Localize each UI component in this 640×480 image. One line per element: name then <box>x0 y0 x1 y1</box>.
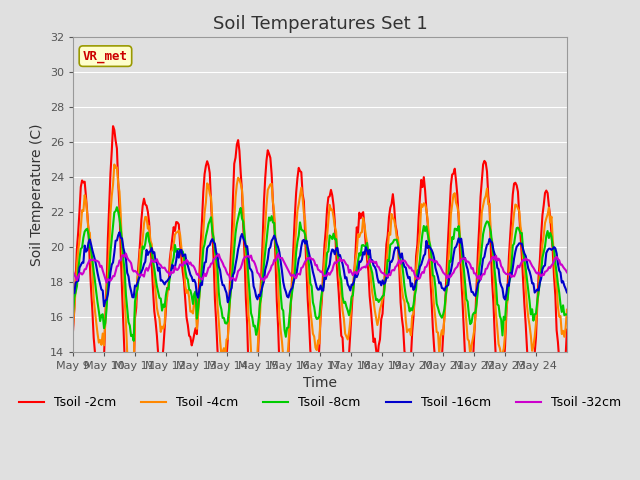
Tsoil -32cm <box>562 267 570 273</box>
Tsoil -4cm <box>497 353 505 359</box>
Tsoil -4cm <box>102 319 109 324</box>
Tsoil -4cm <box>86 230 93 236</box>
Tsoil -2cm <box>126 437 134 443</box>
Line: Tsoil -16cm: Tsoil -16cm <box>73 232 567 306</box>
Tsoil -8cm <box>326 232 333 238</box>
Tsoil -2cm <box>563 327 571 333</box>
Tsoil -2cm <box>86 262 93 268</box>
Tsoil -16cm <box>116 229 124 235</box>
Tsoil -4cm <box>127 383 135 388</box>
Tsoil -32cm <box>326 272 333 277</box>
Tsoil -16cm <box>100 303 108 309</box>
Tsoil -32cm <box>102 276 109 281</box>
Tsoil -2cm <box>497 397 505 403</box>
Line: Tsoil -4cm: Tsoil -4cm <box>73 165 567 385</box>
Tsoil -2cm <box>69 327 77 333</box>
Tsoil -8cm <box>424 231 431 237</box>
Tsoil -32cm <box>424 261 431 266</box>
Legend: Tsoil -2cm, Tsoil -4cm, Tsoil -8cm, Tsoil -16cm, Tsoil -32cm: Tsoil -2cm, Tsoil -4cm, Tsoil -8cm, Tsoi… <box>14 391 626 414</box>
Y-axis label: Soil Temperature (C): Soil Temperature (C) <box>30 123 44 266</box>
Tsoil -32cm <box>563 269 571 275</box>
Tsoil -2cm <box>562 353 570 359</box>
Tsoil -8cm <box>102 320 109 326</box>
Tsoil -4cm <box>111 162 118 168</box>
Tsoil -2cm <box>326 193 333 199</box>
Tsoil -4cm <box>563 307 571 312</box>
Tsoil -16cm <box>69 289 77 295</box>
Tsoil -8cm <box>563 312 571 317</box>
Text: VR_met: VR_met <box>83 49 128 63</box>
X-axis label: Time: Time <box>303 376 337 390</box>
Tsoil -8cm <box>497 317 505 323</box>
Title: Soil Temperatures Set 1: Soil Temperatures Set 1 <box>212 15 428 33</box>
Tsoil -16cm <box>562 286 570 291</box>
Tsoil -8cm <box>69 310 77 316</box>
Tsoil -8cm <box>130 338 138 344</box>
Tsoil -16cm <box>563 289 571 295</box>
Tsoil -4cm <box>69 323 77 328</box>
Line: Tsoil -2cm: Tsoil -2cm <box>73 126 567 440</box>
Tsoil -32cm <box>103 280 111 286</box>
Line: Tsoil -32cm: Tsoil -32cm <box>73 253 567 283</box>
Tsoil -2cm <box>109 123 117 129</box>
Tsoil -16cm <box>424 245 431 251</box>
Tsoil -4cm <box>326 202 333 208</box>
Tsoil -32cm <box>69 268 77 274</box>
Tsoil -16cm <box>326 262 333 267</box>
Tsoil -4cm <box>424 218 431 224</box>
Tsoil -8cm <box>86 244 93 250</box>
Tsoil -2cm <box>102 315 109 321</box>
Tsoil -16cm <box>497 283 505 288</box>
Tsoil -32cm <box>86 257 93 263</box>
Tsoil -8cm <box>562 312 570 317</box>
Tsoil -32cm <box>497 264 505 269</box>
Tsoil -8cm <box>113 204 121 210</box>
Tsoil -4cm <box>562 324 570 330</box>
Tsoil -16cm <box>86 237 93 242</box>
Tsoil -32cm <box>122 251 130 256</box>
Tsoil -2cm <box>424 220 431 226</box>
Line: Tsoil -8cm: Tsoil -8cm <box>73 207 567 341</box>
Tsoil -16cm <box>103 297 111 302</box>
